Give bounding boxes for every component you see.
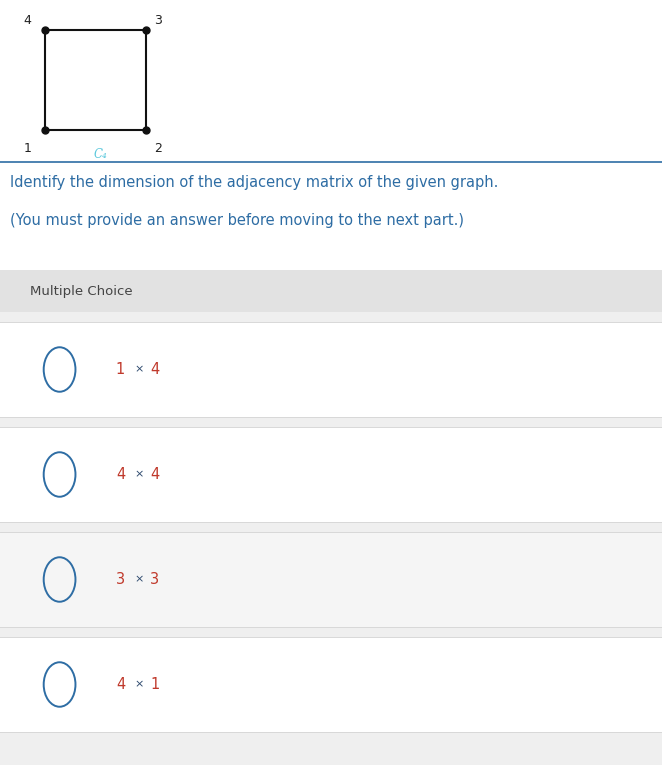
- Text: ×: ×: [134, 364, 144, 375]
- Text: Multiple Choice: Multiple Choice: [30, 285, 132, 298]
- Text: 4: 4: [116, 677, 125, 692]
- Text: 4: 4: [116, 467, 125, 482]
- Text: ×: ×: [134, 679, 144, 689]
- Text: ×: ×: [134, 470, 144, 480]
- Text: 4: 4: [150, 467, 160, 482]
- Text: Identify the dimension of the adjacency matrix of the given graph.: Identify the dimension of the adjacency …: [10, 175, 498, 190]
- Text: 3: 3: [116, 572, 125, 587]
- Text: 3: 3: [150, 572, 160, 587]
- Text: 2: 2: [154, 142, 162, 155]
- Text: ×: ×: [134, 575, 144, 584]
- Text: 1: 1: [116, 362, 125, 377]
- Text: (You must provide an answer before moving to the next part.): (You must provide an answer before movin…: [10, 213, 464, 228]
- Text: 1: 1: [24, 142, 31, 155]
- Text: 1: 1: [150, 677, 160, 692]
- Text: 4: 4: [24, 14, 31, 27]
- Text: 4: 4: [150, 362, 160, 377]
- Text: C₄: C₄: [93, 148, 107, 161]
- Text: 3: 3: [154, 14, 162, 27]
